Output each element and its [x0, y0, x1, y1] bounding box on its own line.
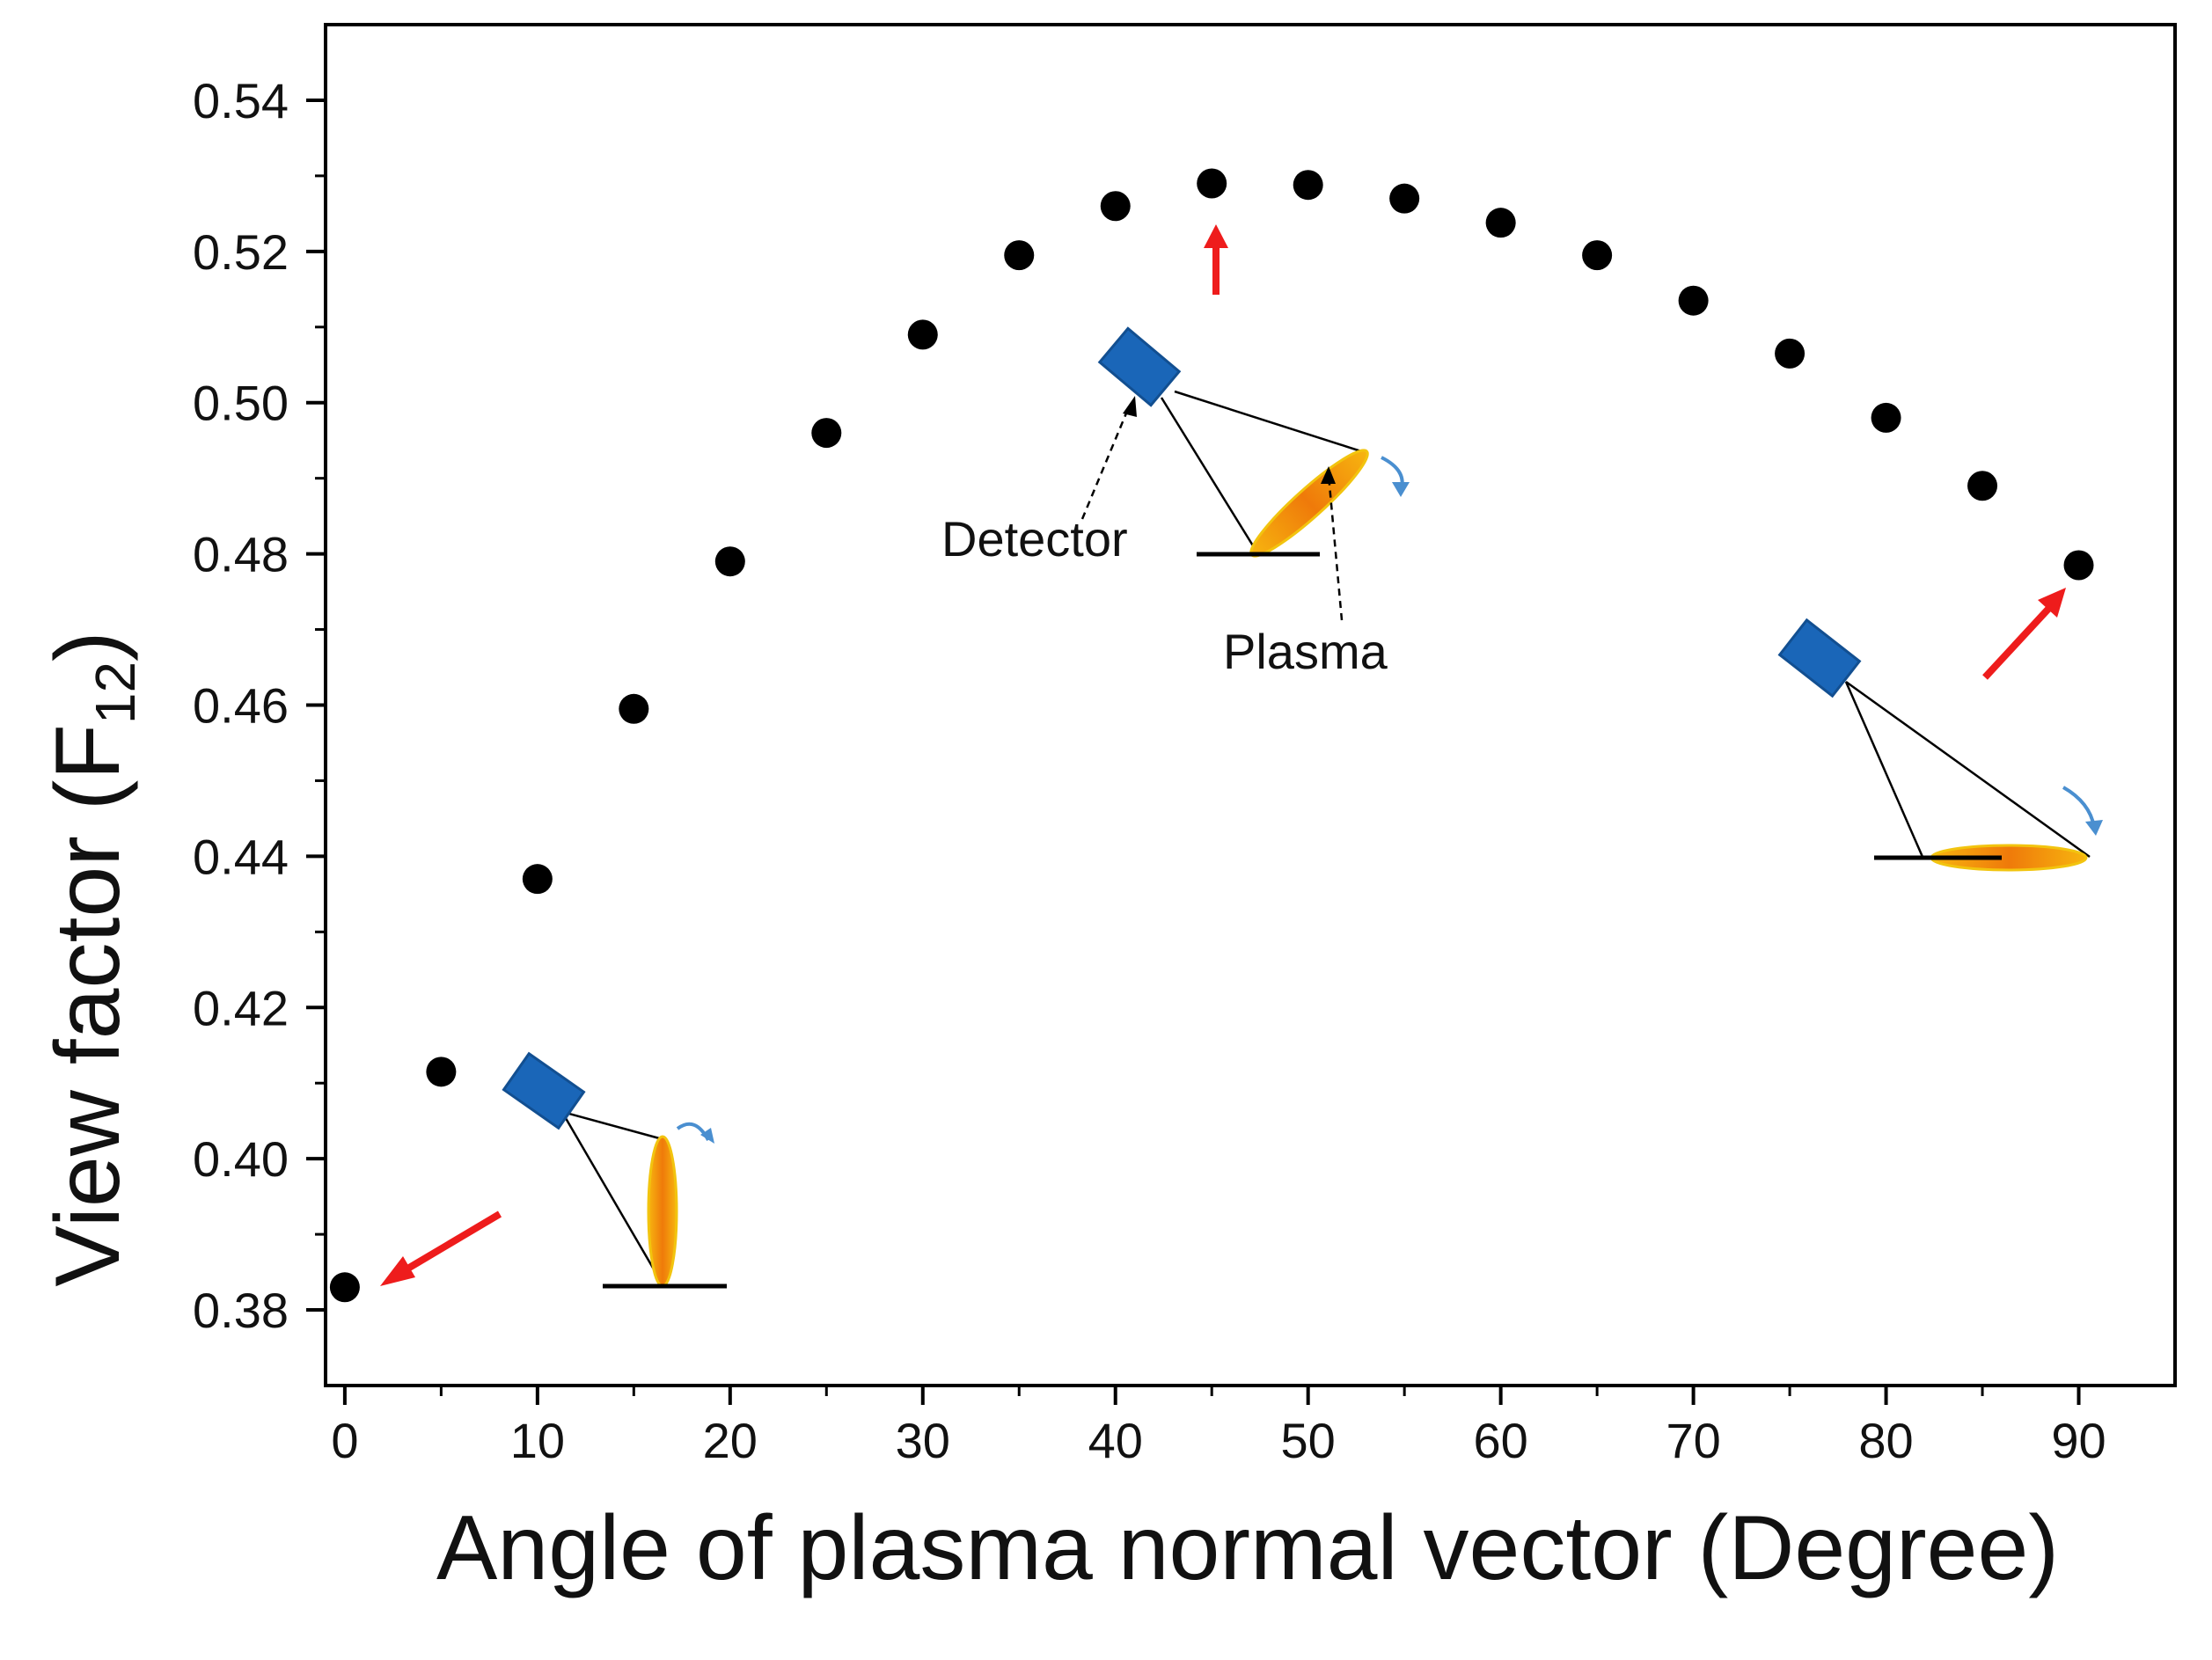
arrow-to-45-degree-head [1204, 224, 1228, 248]
inset-90-sight-line [1845, 680, 2091, 859]
x-axis-title: Angle of plasma normal vector (Degree) [436, 1497, 2059, 1599]
data-point [1389, 183, 1420, 214]
data-point [1197, 168, 1227, 199]
data-point [1004, 240, 1035, 271]
inset-90-sight-line [1844, 681, 1924, 858]
detector-icon [1097, 326, 1182, 407]
plasma-label: Plasma [1223, 624, 1388, 679]
x-tick-label: 80 [1858, 1413, 1913, 1468]
data-point [522, 864, 553, 895]
detector-icon [502, 1051, 586, 1130]
y-tick-label: 0.46 [193, 678, 289, 734]
x-tick-label: 60 [1473, 1413, 1527, 1468]
data-point [1678, 285, 1709, 316]
y-axis-title-close: ) [37, 631, 139, 662]
data-point [907, 319, 938, 350]
rotation-icon [676, 1122, 710, 1141]
data-point [619, 693, 649, 724]
arrow-to-90-degree-head [2038, 588, 2066, 618]
data-point [1100, 191, 1131, 222]
arrow-to-0-degree [398, 1210, 502, 1276]
x-tick-label: 20 [703, 1413, 758, 1468]
x-tick-label: 10 [510, 1413, 565, 1468]
plasma-pointer-head [1321, 466, 1336, 484]
data-point [714, 546, 745, 577]
y-tick-label: 0.40 [193, 1131, 289, 1187]
y-axis-title-subscript: 12 [84, 662, 147, 724]
arrow-to-90-degree [1982, 604, 2053, 680]
data-point [811, 418, 842, 449]
x-tick-label: 70 [1666, 1413, 1720, 1468]
inset-45-sight-line [1174, 390, 1362, 453]
y-axis-title: View factor (F12) [37, 631, 147, 1286]
x-tick-label: 40 [1088, 1413, 1143, 1468]
x-axis-ticks: 0 10 20 30 40 50 60 70 80 90 [331, 1386, 2106, 1468]
inset-45-degree: Detector Plasma [941, 326, 1410, 679]
y-tick-label: 0.38 [193, 1283, 289, 1338]
data-point [1582, 240, 1613, 271]
data-point [1967, 471, 1998, 501]
detector-label: Detector [941, 511, 1128, 567]
data-point [1485, 208, 1516, 238]
data-point [1775, 338, 1805, 369]
rotation-arrowhead [2085, 820, 2103, 836]
y-tick-label: 0.54 [193, 73, 289, 128]
y-axis-ticks: 0.38 0.40 0.42 0.44 0.46 0.48 0.50 0.52 0.54 [193, 73, 326, 1338]
y-tick-label: 0.42 [193, 980, 289, 1035]
inset-90-degree [1777, 618, 2103, 872]
y-tick-label: 0.50 [193, 376, 289, 431]
x-tick-label: 0 [331, 1413, 358, 1468]
inset-0-degree [502, 1051, 727, 1289]
rotation-arrowhead [1392, 482, 1410, 497]
x-tick-label: 30 [896, 1413, 950, 1468]
y-tick-label: 0.52 [193, 224, 289, 280]
detector-icon [1777, 618, 1862, 698]
data-point [426, 1057, 457, 1087]
data-point [1293, 170, 1323, 201]
indicator-arrows [380, 224, 2066, 1286]
plasma-icon [647, 1135, 678, 1288]
inset-45-sight-line [1160, 397, 1260, 555]
x-tick-label: 50 [1281, 1413, 1336, 1468]
inset-0-sight-line [561, 1113, 664, 1285]
y-axis-title-main: View factor (F [37, 724, 139, 1287]
detector-pointer [1080, 408, 1130, 520]
data-point [2063, 550, 2094, 581]
rotation-icon [2062, 786, 2096, 828]
data-point [329, 1272, 360, 1303]
y-tick-label: 0.48 [193, 527, 289, 582]
rotation-arrowhead [700, 1128, 714, 1144]
data-points [329, 168, 2094, 1303]
arrow-to-0-degree-head [380, 1256, 415, 1286]
x-tick-label: 90 [2051, 1413, 2106, 1468]
plasma-icon [1249, 449, 1369, 558]
detector-pointer-head [1123, 396, 1137, 417]
data-point [1871, 402, 1901, 433]
y-tick-label: 0.44 [193, 829, 289, 884]
